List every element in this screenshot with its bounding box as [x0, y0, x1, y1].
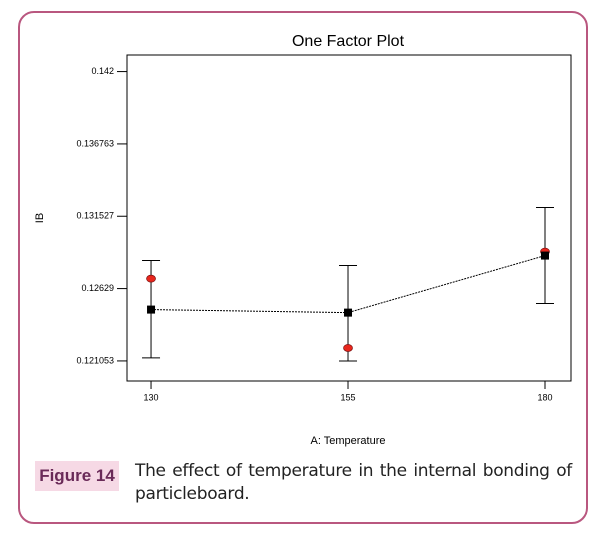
figure-caption: The effect of temperature in the interna…	[135, 461, 572, 504]
y-tick-label: 0.12629	[81, 283, 114, 293]
fit-line	[151, 255, 546, 314]
actual-point	[146, 274, 156, 283]
chart-title: One Factor Plot	[292, 33, 405, 50]
y-tick-label: 0.131527	[76, 211, 114, 221]
figure-label: Figure 14	[35, 461, 119, 491]
predicted-point	[344, 308, 353, 317]
x-tick-label: 155	[340, 392, 355, 402]
plot-border	[126, 54, 572, 382]
predicted-point	[540, 251, 549, 260]
y-tick-label: 0.136763	[76, 138, 114, 148]
predicted-point	[147, 305, 156, 314]
x-tick-label: 130	[144, 392, 159, 402]
y-tick-label: 0.121053	[76, 355, 114, 365]
y-tick-label: 0.142	[91, 66, 114, 76]
y-axis-label: IB	[34, 213, 46, 223]
x-tick-label: 180	[537, 392, 552, 402]
figure-frame	[18, 11, 588, 524]
x-axis-label: A: Temperature	[310, 435, 385, 447]
actual-point	[343, 344, 353, 352]
